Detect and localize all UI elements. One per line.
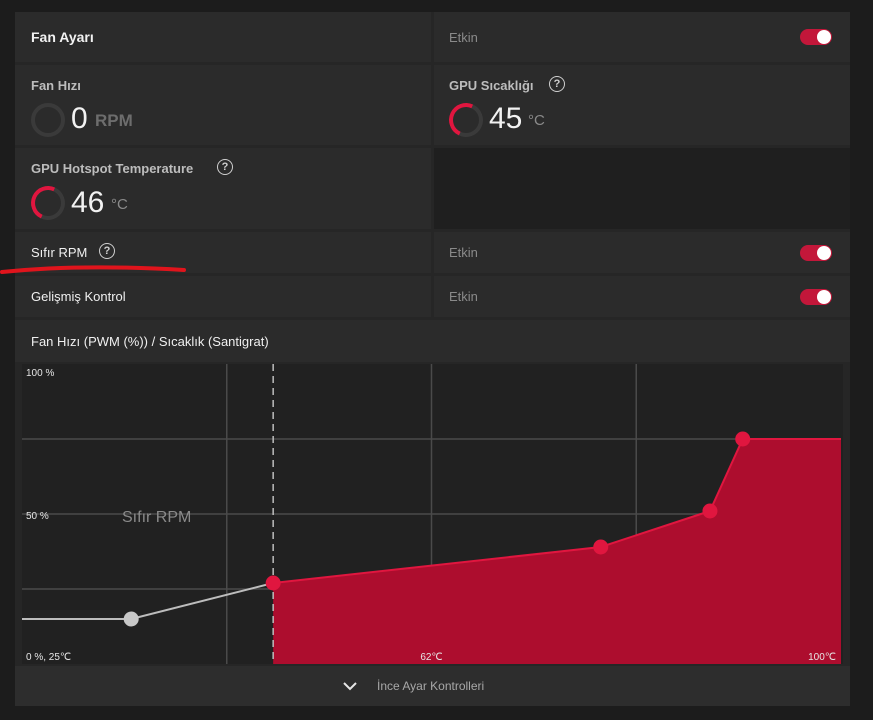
zero-rpm-help-icon[interactable]: ? bbox=[99, 243, 115, 259]
curve-point-3[interactable] bbox=[593, 539, 609, 555]
advanced-control-status-cell: Etkin bbox=[434, 276, 850, 317]
zero-rpm-status-cell: Etkin bbox=[434, 232, 850, 273]
gpu-hotspot-value: 46 bbox=[71, 186, 105, 219]
zero-rpm-label: Sıfır RPM bbox=[31, 245, 88, 260]
curve-point-5[interactable] bbox=[735, 431, 751, 447]
fan-speed-unit: RPM bbox=[95, 111, 133, 130]
fan-curve-fill bbox=[273, 439, 841, 664]
gpu-temp-value: 45 bbox=[489, 102, 523, 135]
fan-speed-gauge-icon bbox=[31, 103, 65, 137]
gpu-temp-cell: GPU Sıcaklığı ? 45 °C bbox=[434, 65, 850, 145]
gpu-temp-label: GPU Sıcaklığı bbox=[449, 78, 534, 93]
fan-tuning-panel: Fan Ayarı Etkin Fan Hızı 0 RPM GPU Sıcak… bbox=[15, 12, 850, 706]
fan-speed-label: Fan Hızı bbox=[31, 78, 81, 93]
advanced-control-label: Gelişmiş Kontrol bbox=[31, 289, 126, 304]
advanced-control-status: Etkin bbox=[449, 289, 478, 304]
fan-setting-status: Etkin bbox=[449, 30, 478, 45]
gpu-temp-gauge-icon bbox=[444, 98, 488, 142]
advanced-control-row: Gelişmiş Kontrol bbox=[15, 276, 431, 317]
gpu-hotspot-label: GPU Hotspot Temperature bbox=[31, 161, 194, 176]
fan-curve-chart[interactable]: 100 % 50 % 0 %, 25℃ 62℃ 100℃ Sıfır RPM bbox=[22, 364, 843, 664]
fine-tune-bar[interactable]: İnce Ayar Kontrolleri bbox=[15, 666, 850, 706]
fan-setting-row: Fan Ayarı bbox=[15, 12, 431, 62]
origin-label: 0 %, 25℃ bbox=[26, 652, 71, 663]
fine-tune-label: İnce Ayar Kontrolleri bbox=[377, 679, 485, 693]
gpu-hotspot-gauge-icon bbox=[26, 181, 70, 225]
chart-header-row: Fan Hızı (PWM (%)) / Sıcaklık (Santigrat… bbox=[15, 320, 850, 362]
fan-setting-toggle[interactable] bbox=[800, 29, 832, 45]
curve-point-4[interactable] bbox=[702, 503, 718, 519]
zero-rpm-toggle[interactable] bbox=[800, 245, 832, 261]
gpu-temp-help-icon[interactable]: ? bbox=[549, 76, 565, 92]
fan-setting-status-cell: Etkin bbox=[434, 12, 850, 62]
gpu-temp-unit: °C bbox=[528, 112, 545, 129]
red-underline-annotation bbox=[0, 265, 186, 274]
y-label-50: 50 % bbox=[26, 511, 49, 522]
chart-header: Fan Hızı (PWM (%)) / Sıcaklık (Santigrat… bbox=[31, 334, 269, 349]
empty-cell bbox=[434, 148, 850, 229]
x-label-100: 100℃ bbox=[808, 652, 836, 663]
gpu-hotspot-unit: °C bbox=[111, 196, 128, 213]
gpu-hotspot-help-icon[interactable]: ? bbox=[217, 159, 233, 175]
advanced-control-toggle[interactable] bbox=[800, 289, 832, 305]
chevron-down-icon bbox=[343, 682, 357, 691]
y-label-100: 100 % bbox=[26, 368, 54, 379]
curve-point-1[interactable] bbox=[123, 611, 139, 627]
gpu-hotspot-cell: GPU Hotspot Temperature ? 46 °C bbox=[15, 148, 431, 229]
curve-point-2[interactable] bbox=[265, 575, 281, 591]
fan-speed-value: 0 bbox=[71, 102, 88, 135]
fan-setting-title: Fan Ayarı bbox=[31, 29, 94, 45]
zero-rpm-status: Etkin bbox=[449, 245, 478, 260]
zero-rpm-region-label: Sıfır RPM bbox=[122, 509, 191, 526]
fan-speed-cell: Fan Hızı 0 RPM bbox=[15, 65, 431, 145]
x-label-62: 62℃ bbox=[420, 652, 442, 663]
